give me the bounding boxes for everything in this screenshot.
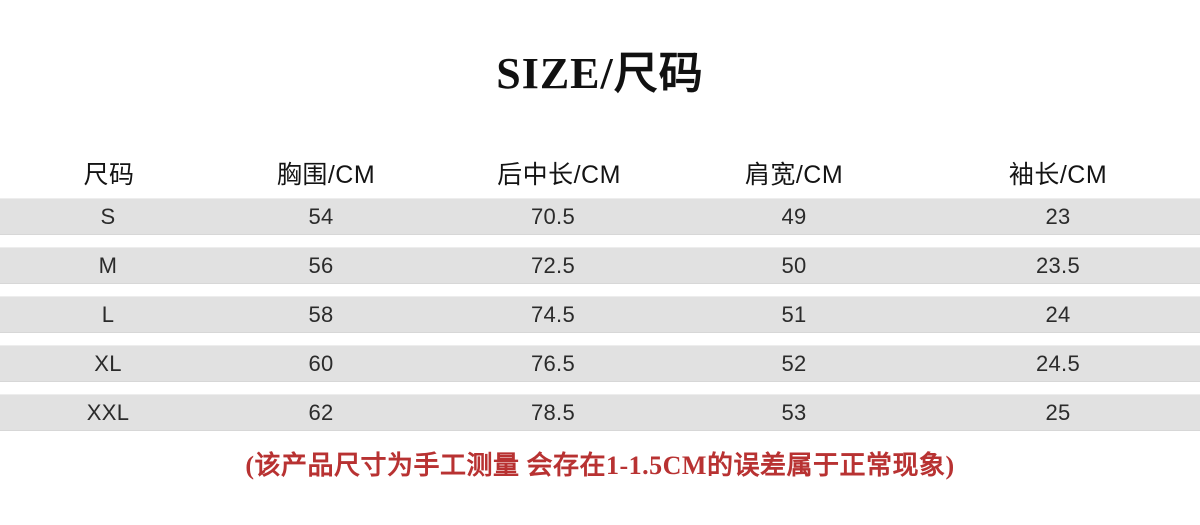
cell-back-length: 78.5 [530, 399, 576, 425]
measurement-disclaimer: (该产品尺寸为手工测量 会存在1-1.5CM的误差属于正常现象) [245, 451, 955, 480]
cell-size: L [101, 301, 115, 327]
column-header-bust: 胸围/CM [276, 161, 376, 189]
cell-sleeve: 24.5 [1035, 350, 1081, 376]
table-header-row: 尺码 胸围/CM 后中长/CM 肩宽/CM 袖长/CM [0, 148, 1200, 198]
cell-shoulder: 51 [781, 301, 807, 327]
column-header-shoulder: 肩宽/CM [744, 161, 844, 189]
cell-back-length: 70.5 [530, 203, 576, 229]
cell-sleeve: 23.5 [1035, 252, 1081, 278]
cell-bust: 54 [308, 203, 334, 229]
cell-shoulder: 50 [781, 252, 807, 278]
cell-bust: 62 [308, 399, 334, 425]
cell-size: M [98, 252, 118, 278]
column-header-size: 尺码 [83, 161, 135, 189]
cell-shoulder: 49 [781, 203, 807, 229]
cell-sleeve: 24 [1045, 301, 1071, 327]
column-header-back-length: 后中长/CM [497, 161, 621, 189]
cell-back-length: 76.5 [530, 350, 576, 376]
cell-bust: 56 [308, 252, 334, 278]
cell-size: S [100, 203, 116, 229]
cell-sleeve: 23 [1045, 203, 1071, 229]
column-header-sleeve: 袖长/CM [1008, 161, 1108, 189]
table-row: XXL 62 78.5 53 25 [0, 394, 1200, 431]
cell-shoulder: 53 [781, 399, 807, 425]
cell-back-length: 72.5 [530, 252, 576, 278]
cell-bust: 58 [308, 301, 334, 327]
page-title: SIZE/尺码 [496, 49, 704, 98]
table-row: XL 60 76.5 52 24.5 [0, 345, 1200, 382]
cell-bust: 60 [308, 350, 334, 376]
cell-shoulder: 52 [781, 350, 807, 376]
cell-sleeve: 25 [1045, 399, 1071, 425]
cell-size: XL [94, 350, 122, 376]
table-row: M 56 72.5 50 23.5 [0, 247, 1200, 284]
table-row: L 58 74.5 51 24 [0, 296, 1200, 333]
cell-size: XXL [86, 399, 130, 425]
table-row: S 54 70.5 49 23 [0, 198, 1200, 235]
size-table: 尺码 胸围/CM 后中长/CM 肩宽/CM 袖长/CM S 54 70.5 49… [0, 148, 1200, 443]
cell-back-length: 74.5 [530, 301, 576, 327]
